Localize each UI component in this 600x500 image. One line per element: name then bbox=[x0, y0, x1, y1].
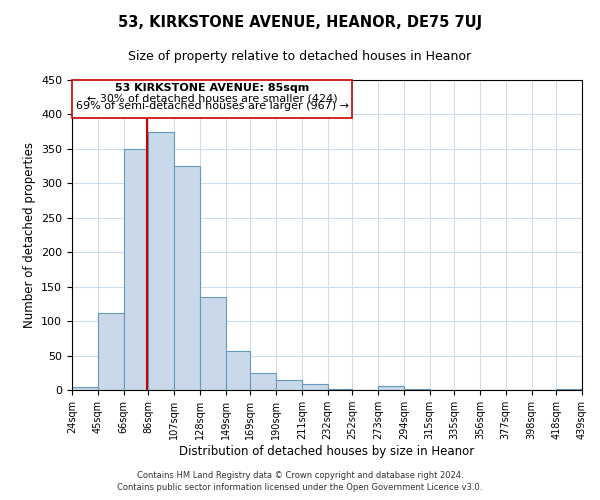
Bar bbox=[174, 166, 200, 390]
Text: Size of property relative to detached houses in Heanor: Size of property relative to detached ho… bbox=[128, 50, 472, 63]
Bar bbox=[328, 388, 352, 390]
Y-axis label: Number of detached properties: Number of detached properties bbox=[23, 142, 35, 328]
Bar bbox=[226, 350, 250, 390]
Text: 69% of semi-detached houses are larger (967) →: 69% of semi-detached houses are larger (… bbox=[76, 102, 349, 112]
Text: Contains public sector information licensed under the Open Government Licence v3: Contains public sector information licen… bbox=[118, 484, 482, 492]
Bar bbox=[404, 388, 430, 390]
Text: Contains HM Land Registry data © Crown copyright and database right 2024.: Contains HM Land Registry data © Crown c… bbox=[137, 471, 463, 480]
Bar bbox=[378, 386, 404, 390]
Bar bbox=[98, 313, 124, 390]
Bar bbox=[72, 386, 98, 390]
Text: 53, KIRKSTONE AVENUE, HEANOR, DE75 7UJ: 53, KIRKSTONE AVENUE, HEANOR, DE75 7UJ bbox=[118, 15, 482, 30]
Bar bbox=[72, 80, 352, 118]
Bar bbox=[124, 149, 148, 390]
Bar bbox=[148, 132, 174, 390]
Bar bbox=[250, 373, 276, 390]
Text: ← 30% of detached houses are smaller (424): ← 30% of detached houses are smaller (42… bbox=[87, 93, 337, 103]
X-axis label: Distribution of detached houses by size in Heanor: Distribution of detached houses by size … bbox=[179, 445, 475, 458]
Bar bbox=[302, 384, 328, 390]
Bar bbox=[556, 388, 582, 390]
Bar bbox=[200, 297, 226, 390]
Bar bbox=[276, 380, 302, 390]
Text: 53 KIRKSTONE AVENUE: 85sqm: 53 KIRKSTONE AVENUE: 85sqm bbox=[115, 83, 309, 93]
